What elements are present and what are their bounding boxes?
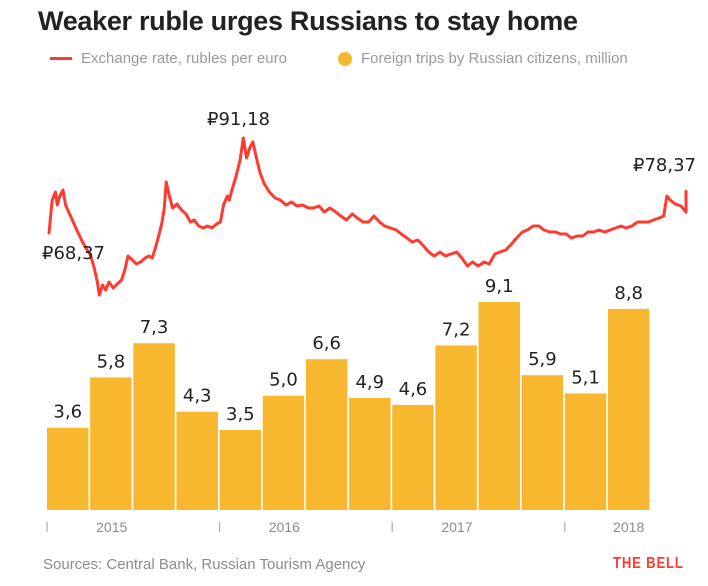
bar bbox=[133, 343, 175, 510]
bar bbox=[521, 375, 564, 510]
bar bbox=[90, 377, 132, 510]
bar-labels: 3,6 5,8 7,3 4,3 3,5 5,0 6,6 4,9 4,6 7,2 9,1 5,9 5,1 8… bbox=[53, 276, 643, 425]
bar-value-label: 3,5 bbox=[226, 404, 255, 425]
legend-item-foreign-trips: Foreign trips by Russian citizens, milli… bbox=[338, 50, 628, 67]
x-tick-label: 2016 bbox=[269, 519, 300, 535]
bar-value-label: 5,8 bbox=[97, 351, 126, 372]
legend: Exchange rate, rubles per euro Foreign t… bbox=[38, 50, 698, 72]
line-annotation-peak: ₽91,18 bbox=[207, 109, 270, 130]
legend-dot-marker bbox=[338, 51, 352, 66]
brand-logo: THE BELL bbox=[613, 555, 684, 572]
bar bbox=[305, 359, 348, 510]
bar bbox=[262, 395, 305, 510]
bar bbox=[564, 393, 607, 510]
bar-value-label: 5,1 bbox=[571, 367, 600, 388]
bar-value-label: 4,3 bbox=[183, 386, 212, 407]
legend-label: Foreign trips by Russian citizens, milli… bbox=[361, 50, 628, 67]
bar-value-label: 9,1 bbox=[485, 276, 514, 297]
bar bbox=[47, 427, 89, 510]
bar-value-label: 4,6 bbox=[399, 379, 428, 400]
bar-value-label: 7,2 bbox=[442, 319, 471, 340]
bar bbox=[607, 308, 650, 510]
bar-value-label: 3,6 bbox=[53, 402, 82, 423]
bar bbox=[392, 404, 434, 510]
source-note: Sources: Central Bank, Russian Tourism A… bbox=[43, 556, 366, 573]
legend-item-exchange-rate: Exchange rate, rubles per euro bbox=[50, 50, 287, 67]
x-tick-label: 2015 bbox=[96, 519, 127, 535]
bar-value-label: 6,6 bbox=[312, 333, 341, 354]
bar-series bbox=[47, 302, 650, 510]
x-axis: 2015 2016 2017 2018 bbox=[46, 519, 644, 535]
bar bbox=[176, 411, 218, 510]
x-tick-label: 2018 bbox=[613, 519, 644, 535]
bar-value-label: 5,9 bbox=[528, 349, 557, 370]
line-series bbox=[47, 136, 688, 297]
bar bbox=[349, 398, 391, 510]
bar bbox=[478, 302, 520, 510]
legend-label: Exchange rate, rubles per euro bbox=[81, 50, 287, 67]
x-tick-label: 2017 bbox=[441, 519, 472, 535]
bar-value-label: 5,0 bbox=[269, 370, 298, 391]
bar bbox=[219, 430, 262, 510]
line-annotation-end: ₽78,37 bbox=[633, 155, 696, 176]
legend-line-marker bbox=[50, 57, 72, 60]
chart-title: Weaker ruble urges Russians to stay home bbox=[38, 6, 578, 36]
exchange-rate-line bbox=[47, 136, 688, 297]
bar-value-label: 7,3 bbox=[140, 317, 169, 338]
bar bbox=[435, 345, 477, 510]
line-annotation-start: ₽68,37 bbox=[42, 243, 105, 264]
bar-value-label: 8,8 bbox=[614, 283, 643, 304]
bar-value-label: 4,9 bbox=[355, 372, 384, 393]
line-annotations: ₽68,37 ₽91,18 ₽78,37 bbox=[42, 109, 696, 264]
